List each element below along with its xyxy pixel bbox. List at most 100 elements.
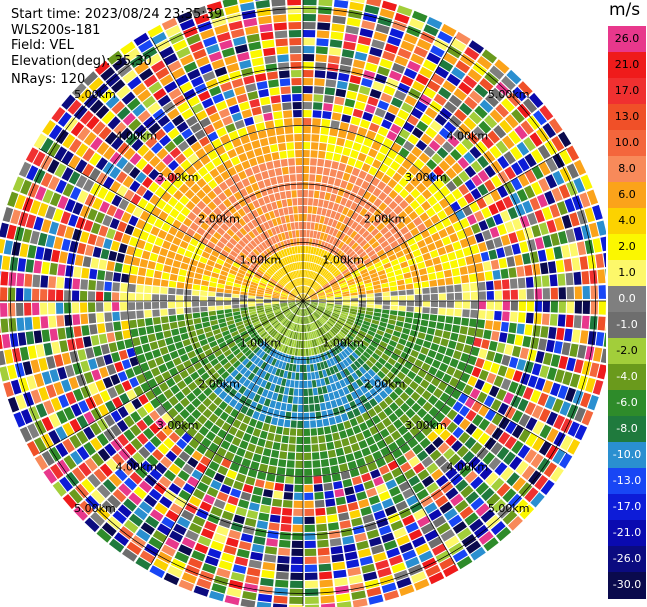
velocity-gate	[182, 463, 195, 475]
velocity-gate	[244, 116, 255, 126]
velocity-gate	[132, 337, 141, 347]
velocity-gate	[266, 346, 273, 354]
velocity-gate	[332, 269, 340, 276]
velocity-gate	[75, 159, 88, 173]
velocity-gate	[313, 484, 323, 492]
velocity-gate	[398, 381, 408, 391]
velocity-gate	[412, 276, 421, 283]
colorbar-swatch	[608, 416, 646, 443]
velocity-gate	[136, 302, 144, 310]
velocity-gate	[278, 208, 285, 216]
velocity-gate	[381, 313, 389, 319]
velocity-gate	[202, 397, 212, 408]
velocity-gate	[470, 476, 484, 490]
velocity-gate	[348, 331, 356, 338]
velocity-gate	[264, 212, 271, 221]
velocity-gate	[263, 554, 277, 563]
velocity-gate	[242, 315, 250, 321]
velocity-gate	[543, 462, 558, 478]
range-ring-label: 1.00km	[322, 336, 364, 349]
velocity-gate	[402, 549, 417, 561]
velocity-gate	[248, 132, 259, 142]
velocity-gate	[230, 488, 242, 498]
velocity-gate	[598, 285, 606, 299]
velocity-gate	[355, 318, 363, 324]
velocity-gate	[345, 357, 353, 365]
velocity-gate	[458, 170, 470, 183]
velocity-gate	[240, 491, 252, 501]
velocity-gate	[309, 404, 315, 412]
colorbar-unit: m/s	[609, 0, 641, 20]
velocity-gate	[428, 321, 437, 329]
velocity-gate	[316, 38, 329, 47]
velocity-gate	[354, 259, 363, 266]
velocity-gate	[197, 392, 207, 403]
velocity-gate	[376, 329, 385, 336]
velocity-gate	[3, 240, 14, 255]
velocity-gate	[285, 285, 291, 291]
velocity-gate	[508, 493, 523, 509]
velocity-gate	[153, 88, 167, 101]
velocity-gate	[445, 487, 459, 500]
velocity-gate	[197, 21, 213, 33]
velocity-gate	[304, 500, 314, 508]
velocity-gate	[167, 419, 179, 431]
velocity-gate	[319, 336, 325, 344]
velocity-gate	[372, 450, 383, 461]
velocity-gate	[281, 94, 292, 103]
velocity-gate	[291, 246, 296, 254]
velocity-gate	[394, 362, 403, 371]
velocity-gate	[256, 520, 268, 530]
velocity-gate	[340, 396, 349, 405]
velocity-gate	[585, 377, 596, 393]
velocity-gate	[397, 284, 406, 291]
velocity-gate	[326, 296, 334, 299]
velocity-gate	[303, 142, 311, 150]
velocity-gate	[180, 54, 194, 66]
velocity-gate	[173, 414, 185, 425]
velocity-gate	[238, 153, 248, 163]
velocity-gate	[390, 310, 398, 316]
velocity-gate	[313, 468, 322, 476]
velocity-gate	[258, 88, 269, 98]
velocity-gate	[223, 545, 237, 555]
velocity-gate	[261, 496, 272, 506]
velocity-gate	[412, 444, 424, 455]
velocity-gate	[267, 283, 275, 288]
velocity-gate	[208, 310, 217, 316]
velocity-gate	[268, 268, 275, 275]
velocity-gate	[442, 80, 457, 93]
velocity-gate	[218, 560, 233, 571]
velocity-gate	[7, 397, 20, 413]
velocity-gate	[538, 222, 549, 236]
velocity-gate	[233, 348, 241, 356]
velocity-gate	[168, 287, 176, 295]
velocity-gate	[296, 444, 303, 452]
velocity-gate	[232, 304, 240, 309]
velocity-gate	[471, 401, 483, 413]
velocity-gate	[255, 0, 261, 1]
velocity-gate	[0, 222, 9, 238]
velocity-gate	[147, 260, 156, 270]
velocity-gate	[208, 301, 216, 306]
velocity-gate	[240, 533, 254, 543]
velocity-gate	[230, 572, 245, 582]
velocity-gate	[254, 336, 262, 344]
velocity-gate	[267, 314, 275, 319]
velocity-gate	[558, 287, 566, 300]
velocity-gate	[213, 386, 223, 396]
velocity-gate	[69, 240, 79, 253]
velocity-gate	[434, 239, 444, 249]
velocity-gate	[350, 202, 358, 211]
velocity-gate	[329, 193, 337, 202]
velocity-gate	[470, 346, 480, 357]
velocity-gate	[428, 395, 439, 406]
velocity-gate	[245, 185, 254, 195]
velocity-gate	[197, 414, 208, 425]
colorbar-label: 4.0	[618, 214, 636, 227]
velocity-gate	[346, 17, 361, 27]
velocity-gate	[149, 509, 164, 522]
velocity-gate	[435, 495, 449, 508]
velocity-gate	[527, 375, 538, 388]
velocity-gate	[73, 266, 82, 278]
